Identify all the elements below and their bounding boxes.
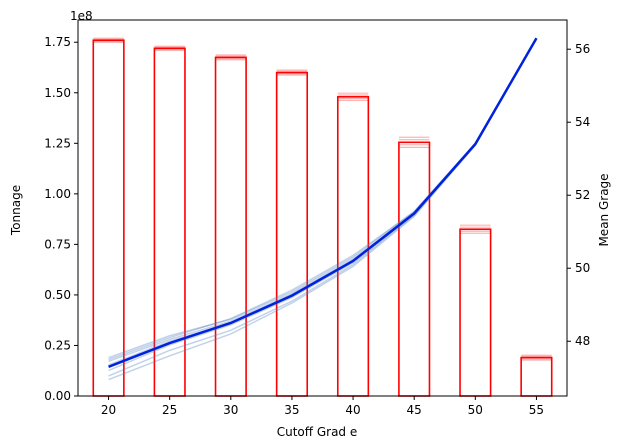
tonnage-bar — [275, 71, 309, 397]
mean-grade-realization-line — [108, 37, 538, 381]
x-tick-label: 20 — [101, 403, 116, 417]
tonnage-bar — [92, 39, 125, 397]
x-tick-label: 30 — [223, 403, 238, 417]
x-tick-label: 50 — [468, 403, 483, 417]
left-y-tick-label: 1.00 — [44, 187, 71, 201]
left-y-tick-label: 0.50 — [44, 288, 71, 302]
plot-frame — [77, 19, 568, 397]
mean-grade-realization-line — [108, 37, 538, 377]
left-y-tick-label: 1.25 — [44, 136, 71, 150]
mean-grade-line — [108, 37, 538, 368]
right-y-axis: 48 50 52 54 56 — [567, 42, 590, 348]
tonnage-bar — [214, 56, 247, 397]
mean-grade-realization-line — [108, 37, 538, 363]
right-y-tick-label: 48 — [575, 334, 590, 348]
tonnage-bars — [92, 37, 553, 397]
left-y-axis-label: Tonnage — [9, 185, 23, 236]
left-y-tick-label: 0.00 — [44, 389, 71, 403]
x-tick-label: 40 — [345, 403, 360, 417]
mean-grade-realization-line — [108, 37, 538, 366]
right-y-tick-label: 54 — [575, 115, 590, 129]
x-tick-label: 55 — [529, 403, 544, 417]
right-y-tick-label: 52 — [575, 188, 590, 202]
right-y-tick-label: 56 — [575, 42, 590, 56]
x-tick-label: 35 — [284, 403, 299, 417]
x-tick-label: 45 — [407, 403, 422, 417]
x-axis: 20 25 30 35 40 45 50 55 — [101, 396, 544, 417]
left-y-axis: 0.00 0.25 0.50 0.75 1.00 1.25 1.50 1.75 — [44, 35, 78, 403]
left-y-tick-label: 0.75 — [44, 237, 71, 251]
left-axis-exponent-label: 1e8 — [70, 9, 93, 23]
right-y-tick-label: 50 — [575, 261, 590, 275]
tonnage-bar — [520, 356, 553, 397]
left-y-tick-label: 0.25 — [44, 338, 71, 352]
x-tick-label: 25 — [162, 403, 177, 417]
mean-grade-realization-line — [108, 37, 538, 361]
mean-grade-realization-line — [108, 37, 538, 359]
right-y-axis-label: Mean Grage — [597, 173, 611, 246]
mean-grade-lines — [108, 37, 538, 381]
mean-grade-realization-line — [108, 37, 538, 372]
left-y-tick-label: 1.75 — [44, 35, 71, 49]
left-y-tick-label: 1.50 — [44, 86, 71, 100]
tonnage-bar — [459, 228, 492, 397]
tonnage-bar — [336, 96, 370, 397]
x-axis-label: Cutoff Grad e — [277, 425, 358, 439]
tonnage-bar — [398, 141, 431, 397]
